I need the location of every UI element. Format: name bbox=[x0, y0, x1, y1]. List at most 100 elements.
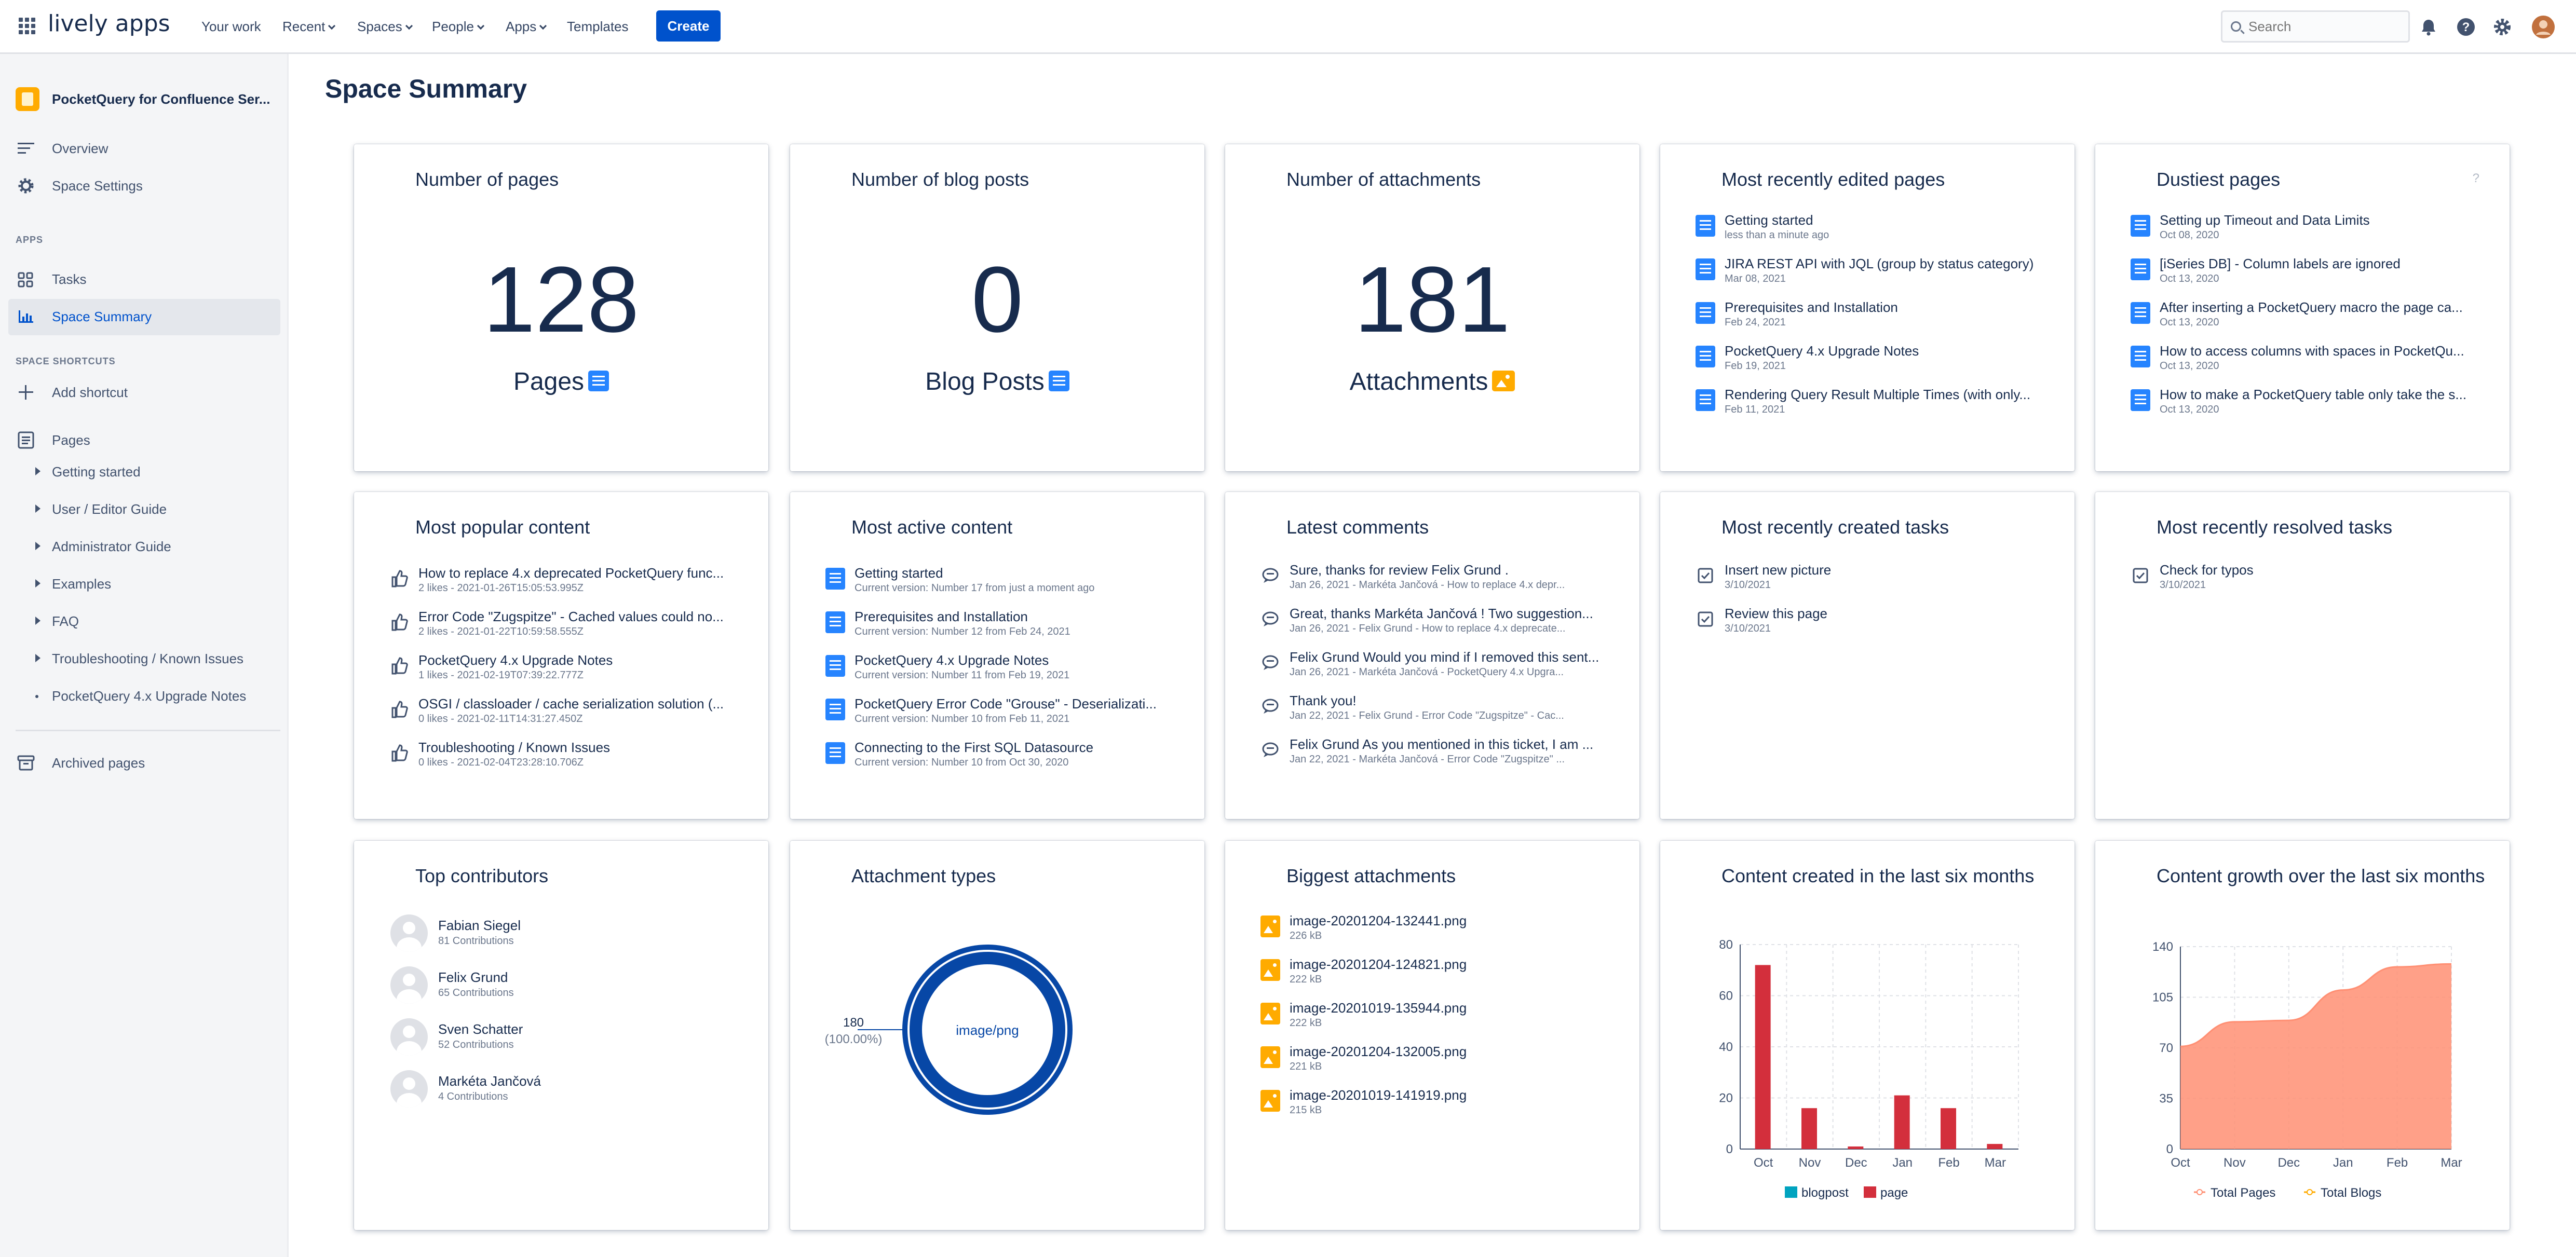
user-avatar[interactable] bbox=[2531, 15, 2555, 39]
tree-item-upgrade-notes[interactable]: PocketQuery 4.x Upgrade Notes bbox=[35, 688, 246, 704]
sidebar-item-archived-pages[interactable]: Archived pages bbox=[16, 753, 145, 773]
pie-inner-ring bbox=[907, 950, 1067, 1110]
list-item[interactable]: After inserting a PocketQuery macro the … bbox=[2131, 299, 2494, 343]
card-title: Dustiest pages bbox=[2157, 169, 2281, 190]
page-icon bbox=[2131, 346, 2150, 367]
nav-templates[interactable]: Templates bbox=[567, 19, 629, 34]
contributor-item[interactable]: Felix Grund 65 Contributions bbox=[390, 966, 754, 1008]
list-item[interactable]: Error Code "Zugspitze" - Cached values c… bbox=[389, 608, 753, 652]
settings-gear-icon[interactable] bbox=[2492, 17, 2513, 37]
notifications-icon[interactable] bbox=[2418, 17, 2439, 37]
nav-people[interactable]: People bbox=[432, 19, 485, 35]
sidebar-item-pages[interactable]: Pages bbox=[16, 430, 90, 450]
site-logo[interactable]: lively apps bbox=[48, 10, 170, 37]
list-item[interactable]: Getting started Current version: Number 1… bbox=[825, 565, 1189, 608]
list-item[interactable]: PocketQuery Error Code "Grouse" - Deseri… bbox=[825, 695, 1189, 739]
attachment-types-pie-chart: image/png 180 (100.00%) bbox=[825, 945, 1073, 1115]
y-tick-label: 60 bbox=[1719, 989, 1733, 1003]
list-item[interactable]: image-20201019-135944.png 222 kB bbox=[1260, 1000, 1624, 1043]
expand-icon[interactable] bbox=[35, 504, 40, 513]
expand-icon[interactable] bbox=[35, 617, 40, 625]
create-button[interactable]: Create bbox=[656, 10, 721, 42]
expand-icon[interactable] bbox=[35, 542, 40, 550]
x-tick-label: Dec bbox=[1845, 1156, 1867, 1170]
help-icon[interactable]: ? bbox=[2456, 17, 2476, 37]
contributor-item[interactable]: Fabian Siegel 81 Contributions bbox=[390, 914, 754, 956]
list-item[interactable]: image-20201019-141919.png 215 kB bbox=[1260, 1087, 1624, 1130]
x-tick-label: Feb bbox=[2387, 1156, 2408, 1170]
card-title: Number of pages bbox=[415, 169, 559, 190]
nav-apps[interactable]: Apps bbox=[506, 19, 547, 35]
tree-item-troubleshooting[interactable]: Troubleshooting / Known Issues bbox=[35, 651, 243, 667]
expand-icon[interactable] bbox=[35, 579, 40, 587]
list-item[interactable]: Great, thanks Markéta Jančová ! Two sugg… bbox=[1260, 605, 1624, 649]
tree-item-examples[interactable]: Examples bbox=[35, 576, 111, 592]
comment-icon bbox=[1262, 742, 1279, 757]
app-switcher-icon[interactable] bbox=[19, 18, 35, 34]
list-item[interactable]: How to make a PocketQuery table only tak… bbox=[2131, 386, 2494, 430]
comments-list: Sure, thanks for review Felix Grund . Jan… bbox=[1260, 562, 1624, 780]
list-item[interactable]: Felix Grund As you mentioned in this tic… bbox=[1260, 736, 1624, 780]
list-item[interactable]: Check for typos 3/10/2021 bbox=[2131, 562, 2494, 605]
add-shortcut-button[interactable]: Add shortcut bbox=[16, 382, 128, 403]
tree-item-faq[interactable]: FAQ bbox=[35, 613, 79, 630]
list-item[interactable]: Connecting to the First SQL Datasource Cu… bbox=[825, 739, 1189, 783]
nav-your-work[interactable]: Your work bbox=[201, 19, 261, 34]
search-box[interactable] bbox=[2221, 10, 2410, 43]
list-item[interactable]: How to access columns with spaces in Poc… bbox=[2131, 343, 2494, 386]
list-item[interactable]: Getting started less than a minute ago bbox=[1696, 212, 2059, 255]
space-logo-icon[interactable] bbox=[16, 87, 39, 111]
list-item[interactable]: Rendering Query Result Multiple Times (w… bbox=[1696, 386, 2059, 430]
list-item[interactable]: image-20201204-132441.png 226 kB bbox=[1260, 912, 1624, 956]
list-item[interactable]: Thank you! Jan 22, 2021 - Felix Grund - E… bbox=[1260, 692, 1624, 736]
list-item[interactable]: PocketQuery 4.x Upgrade Notes 1 likes - 2… bbox=[389, 652, 753, 695]
sidebar-item-space-summary[interactable]: Space Summary bbox=[16, 306, 152, 327]
tree-item-getting-started[interactable]: Getting started bbox=[35, 464, 141, 480]
space-title[interactable]: PocketQuery for Confluence Ser... bbox=[52, 91, 270, 107]
list-item[interactable]: Felix Grund Would you mind if I removed … bbox=[1260, 649, 1624, 692]
list-item[interactable]: PocketQuery 4.x Upgrade Notes Current ver… bbox=[825, 652, 1189, 695]
list-item[interactable]: Sure, thanks for review Felix Grund . Jan… bbox=[1260, 562, 1624, 605]
list-item[interactable]: Review this page 3/10/2021 bbox=[1696, 605, 2059, 649]
help-icon[interactable]: ? bbox=[2472, 171, 2479, 185]
search-input[interactable] bbox=[2248, 17, 2404, 36]
list-item[interactable]: PocketQuery 4.x Upgrade Notes Feb 19, 202… bbox=[1696, 343, 2059, 386]
sidebar-item-overview[interactable]: Overview bbox=[16, 138, 108, 159]
comment-icon bbox=[1262, 655, 1279, 670]
page-icon bbox=[2131, 389, 2150, 411]
image-icon bbox=[1260, 959, 1280, 981]
sidebar-item-space-settings[interactable]: Space Settings bbox=[16, 175, 143, 196]
nav-recent[interactable]: Recent bbox=[282, 19, 336, 35]
list-item[interactable]: image-20201204-132005.png 221 kB bbox=[1260, 1043, 1624, 1087]
contributor-item[interactable]: Markéta Jančová 4 Contributions bbox=[390, 1070, 754, 1112]
list-item[interactable]: Prerequisites and Installation Current ve… bbox=[825, 608, 1189, 652]
card-content-created-six-months: Content created in the last six months 0… bbox=[1660, 841, 2075, 1230]
nav-spaces[interactable]: Spaces bbox=[357, 19, 413, 35]
list-item[interactable]: JIRA REST API with JQL (group by status … bbox=[1696, 255, 2059, 299]
list-item[interactable]: image-20201204-124821.png 222 kB bbox=[1260, 956, 1624, 1000]
plus-icon bbox=[19, 385, 33, 400]
overview-icon bbox=[18, 143, 34, 154]
list-item[interactable]: Insert new picture 3/10/2021 bbox=[1696, 562, 2059, 605]
expand-icon[interactable] bbox=[35, 654, 40, 662]
legend-label: Total Pages bbox=[2211, 1186, 2275, 1200]
y-tick-label: 0 bbox=[1726, 1142, 1733, 1156]
tree-item-user-editor-guide[interactable]: User / Editor Guide bbox=[35, 501, 167, 517]
list-item[interactable]: Prerequisites and Installation Feb 24, 20… bbox=[1696, 299, 2059, 343]
card-biggest-attachments: Biggest attachments image-20201204-13244… bbox=[1225, 841, 1639, 1230]
list-item[interactable]: Setting up Timeout and Data Limits Oct 08… bbox=[2131, 212, 2494, 255]
list-item[interactable]: [iSeries DB] - Column labels are ignored… bbox=[2131, 255, 2494, 299]
list-item[interactable]: How to replace 4.x deprecated PocketQuer… bbox=[389, 565, 753, 608]
sidebar-item-tasks[interactable]: Tasks bbox=[16, 269, 86, 290]
pie-slice-label: image/png bbox=[956, 1022, 1019, 1038]
y-tick-label: 105 bbox=[2152, 991, 2173, 1005]
card-title: Most recently edited pages bbox=[1721, 169, 1945, 190]
list-item[interactable]: OSGI / classloader / cache serialization… bbox=[389, 695, 753, 739]
list-item[interactable]: Troubleshooting / Known Issues 0 likes - … bbox=[389, 739, 753, 783]
image-icon bbox=[1260, 1003, 1280, 1024]
legend-label-blogpost: blogpost bbox=[1801, 1186, 1849, 1200]
expand-icon[interactable] bbox=[35, 467, 40, 475]
contributor-item[interactable]: Sven Schatter 52 Contributions bbox=[390, 1018, 754, 1060]
tree-item-administrator-guide[interactable]: Administrator Guide bbox=[35, 539, 171, 555]
page-icon bbox=[2131, 302, 2150, 324]
